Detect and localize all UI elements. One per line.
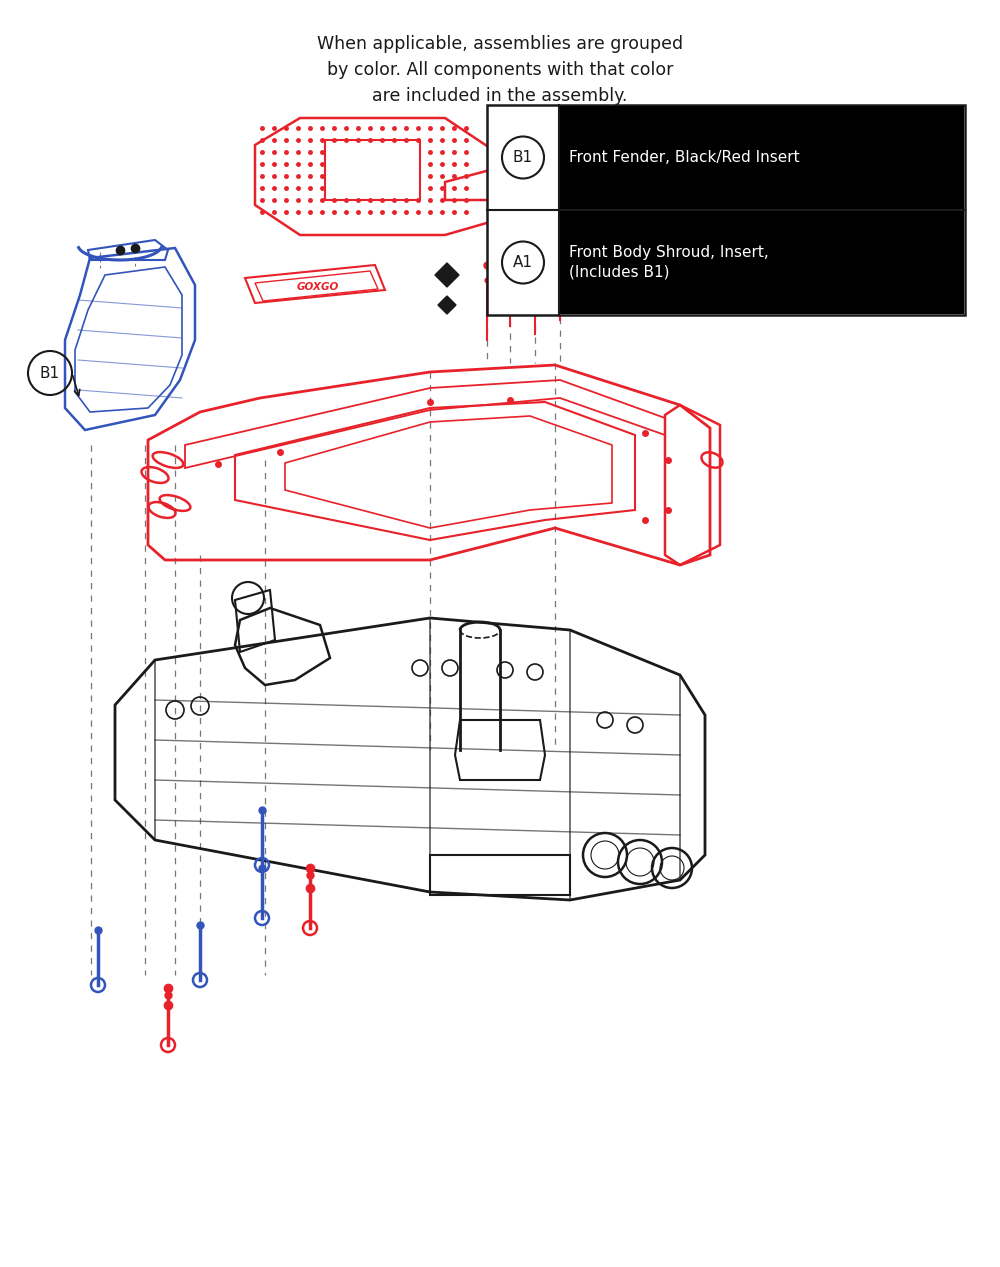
Text: B1: B1 — [513, 150, 533, 165]
Text: B1: B1 — [40, 365, 60, 380]
Text: Front Fender, Black/Red Insert: Front Fender, Black/Red Insert — [569, 150, 800, 165]
Text: A1: A1 — [513, 255, 533, 270]
FancyBboxPatch shape — [560, 212, 964, 314]
FancyBboxPatch shape — [560, 106, 964, 209]
FancyBboxPatch shape — [487, 105, 965, 315]
Polygon shape — [438, 296, 456, 314]
Text: GOXGO: GOXGO — [297, 283, 339, 291]
Polygon shape — [435, 264, 459, 288]
Text: Front Body Shroud, Insert,
(Includes B1): Front Body Shroud, Insert, (Includes B1) — [569, 245, 769, 280]
Text: When applicable, assemblies are grouped
by color. All components with that color: When applicable, assemblies are grouped … — [317, 34, 683, 105]
